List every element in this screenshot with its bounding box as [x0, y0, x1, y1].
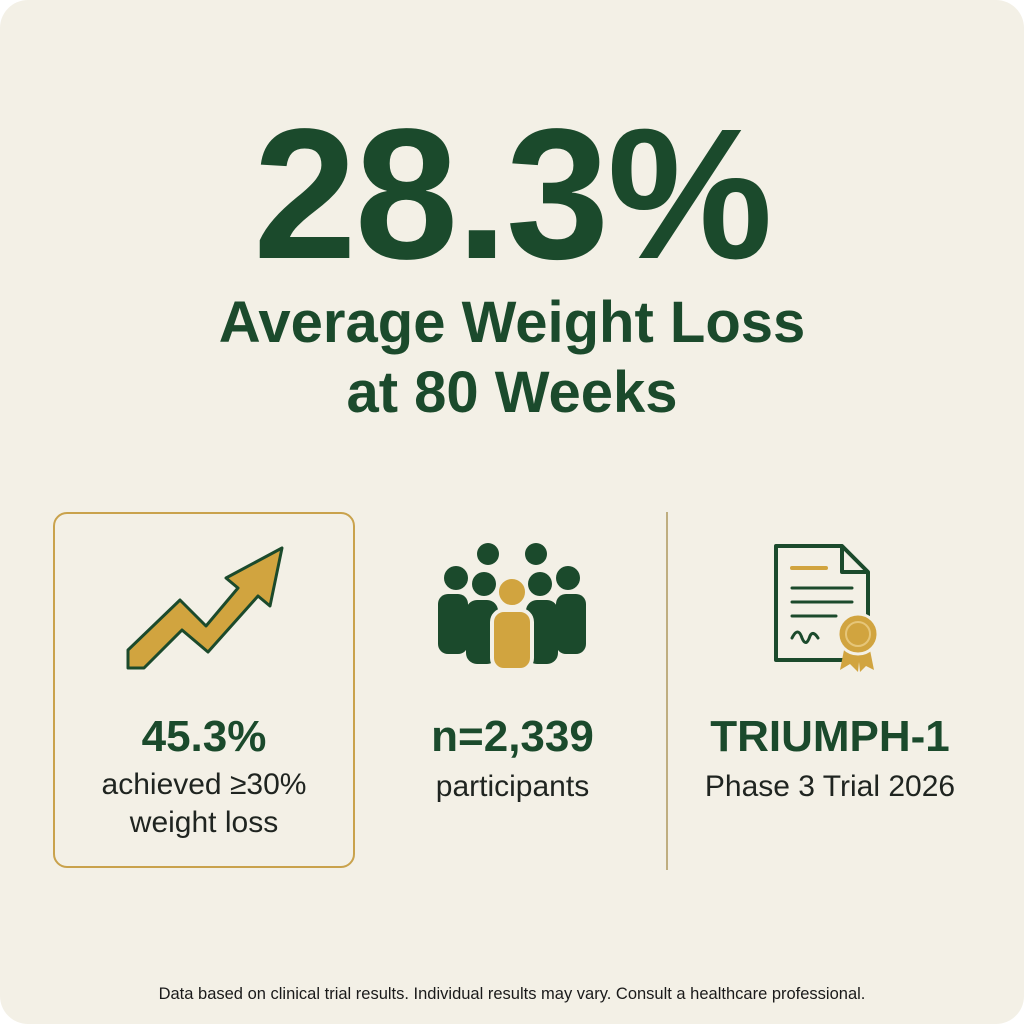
stat-label-trial-phase: Phase 3 Trial 2026	[704, 770, 956, 803]
stat-label-weight-loss: achieved ≥30% weight loss	[53, 766, 355, 842]
highlight-stat-box	[53, 512, 355, 868]
people-group-icon	[438, 543, 586, 670]
headline-label: Average Weight Loss at 80 Weeks	[0, 288, 1024, 428]
stat-value-weight-loss: 45.3%	[141, 712, 267, 761]
disclaimer-footnote: Data based on clinical trial results. In…	[158, 985, 866, 1003]
headline-label-line2: at 80 Weeks	[346, 360, 678, 425]
stat-label-weight-loss-line2: weight loss	[129, 806, 279, 839]
headline-value: 28.3%	[253, 91, 772, 298]
stat-value-participants: n=2,339	[431, 712, 594, 761]
stat-value-trial-name: TRIUMPH-1	[710, 712, 950, 761]
certificate-document-icon	[774, 544, 880, 672]
stat-label-weight-loss-line1: achieved ≥30%	[101, 768, 307, 801]
headline-label-line1: Average Weight Loss	[218, 290, 806, 355]
column-divider	[666, 512, 668, 870]
trending-up-arrow-icon	[126, 546, 284, 670]
stat-label-participants: participants	[435, 770, 590, 803]
